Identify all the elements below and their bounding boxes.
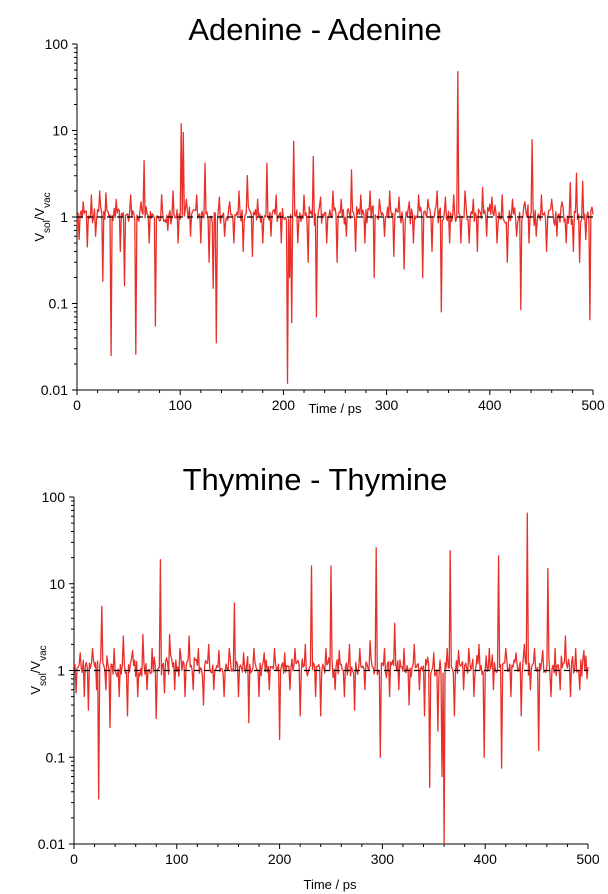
- series-line: [76, 70, 594, 384]
- x-tick-label: 300: [371, 851, 395, 867]
- plot-marks: [73, 512, 589, 845]
- thymine-panel: Thymine - Thymine Time / ps Vsol/Vvac 0 1…: [28, 462, 600, 892]
- axis-ticks: 0 100 200 300 400 500 0.01 0.1 1 10 100: [38, 489, 600, 867]
- adenine-panel: Adenine - Adenine Time / ps Vsol/Vvac 0 1…: [32, 12, 605, 416]
- x-tick-label: 400: [474, 851, 498, 867]
- chart-title: Thymine - Thymine: [183, 462, 448, 497]
- y-tick-label: 10: [49, 576, 65, 592]
- y-tick-label: 1: [60, 209, 68, 225]
- chart-title: Adenine - Adenine: [188, 12, 441, 47]
- plot-marks: [76, 70, 594, 384]
- y-axis-label: Vsol/Vvac: [32, 192, 53, 241]
- x-tick-label: 0: [73, 397, 81, 413]
- series-line: [73, 512, 589, 845]
- y-tick-label: 0.01: [38, 836, 65, 852]
- x-tick-label: 100: [165, 851, 189, 867]
- axis-ticks: 0 100 200 300 400 500 0.01 0.1 1 10 100: [41, 36, 605, 413]
- x-tick-label: 200: [272, 397, 296, 413]
- x-tick-label: 300: [375, 397, 399, 413]
- x-axis-label: Time / ps: [304, 877, 357, 892]
- y-tick-label: 10: [52, 123, 68, 139]
- x-tick-label: 500: [581, 397, 605, 413]
- x-tick-label: 100: [169, 397, 193, 413]
- y-tick-label: 1: [57, 663, 65, 679]
- y-tick-label: 0.01: [41, 382, 68, 398]
- x-tick-label: 0: [70, 851, 78, 867]
- y-tick-label: 100: [42, 489, 66, 505]
- y-tick-label: 0.1: [49, 296, 69, 312]
- x-tick-label: 200: [268, 851, 292, 867]
- x-tick-label: 400: [478, 397, 502, 413]
- y-tick-label: 0.1: [46, 749, 66, 765]
- y-axis-label: Vsol/Vvac: [28, 645, 49, 694]
- x-axis-label: Time / ps: [309, 401, 362, 416]
- y-tick-label: 100: [45, 36, 69, 52]
- x-tick-label: 500: [576, 851, 600, 867]
